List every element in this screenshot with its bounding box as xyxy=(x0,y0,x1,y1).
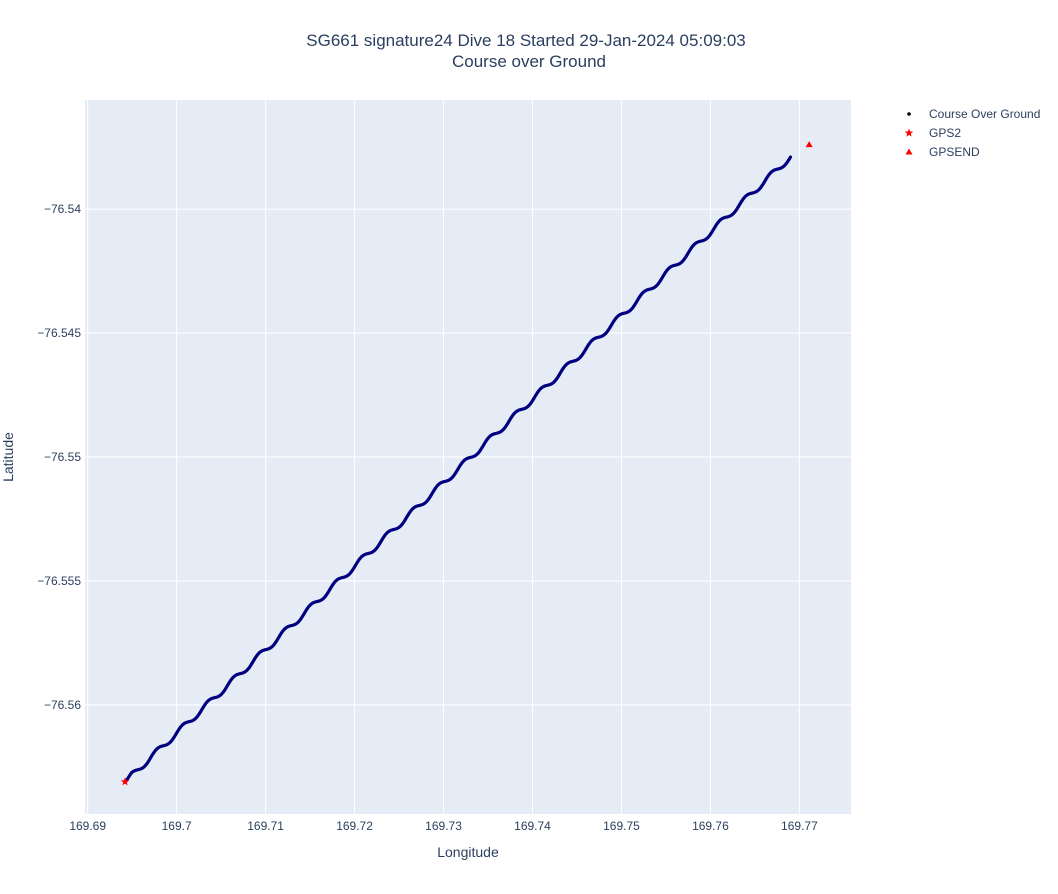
y-tick-label: −76.55 xyxy=(44,450,81,464)
legend-marker-dot xyxy=(907,112,911,116)
y-tick-label: −76.555 xyxy=(37,574,81,588)
legend-label-gps2: GPS2 xyxy=(929,126,961,140)
y-tick-label: −76.545 xyxy=(37,326,81,340)
legend-item-gps2[interactable]: GPS2 xyxy=(904,126,962,140)
chart-title: SG661 signature24 Dive 18 Started 29-Jan… xyxy=(306,31,745,50)
x-tick-label: 169.75 xyxy=(603,819,640,833)
x-tick-labels: 169.69 169.7 169.71 169.72 169.73 169.74 169.7… xyxy=(69,819,818,833)
series-layer xyxy=(120,141,813,786)
legend-item-course-over-ground[interactable]: Course Over Ground xyxy=(907,107,1040,121)
chart-subtitle: Course over Ground xyxy=(452,52,606,71)
legend-marker-triangle xyxy=(905,148,913,155)
course-over-ground-track[interactable] xyxy=(123,155,793,784)
gpsend-marker[interactable] xyxy=(805,141,813,148)
x-axis-title: Longitude xyxy=(437,844,499,860)
x-tick-label: 169.7 xyxy=(162,819,192,833)
legend-marker-star xyxy=(904,128,914,137)
y-axis-title: Latitude xyxy=(0,432,16,482)
x-tick-label: 169.74 xyxy=(514,819,551,833)
gridlines xyxy=(85,100,851,814)
x-tick-label: 169.73 xyxy=(425,819,462,833)
y-tick-labels: −76.54 −76.545 −76.55 −76.555 −76.56 xyxy=(37,202,81,712)
legend-label-gpsend: GPSEND xyxy=(929,145,980,159)
gps2-marker[interactable] xyxy=(120,777,130,786)
y-tick-label: −76.56 xyxy=(44,698,81,712)
legend: Course Over Ground GPS2 GPSEND xyxy=(904,107,1040,159)
x-tick-label: 169.72 xyxy=(336,819,373,833)
x-tick-label: 169.77 xyxy=(781,819,818,833)
y-tick-label: −76.54 xyxy=(44,202,81,216)
legend-item-gpsend[interactable]: GPSEND xyxy=(905,145,981,159)
legend-label-course-over-ground: Course Over Ground xyxy=(929,107,1040,121)
x-tick-label: 169.76 xyxy=(692,819,729,833)
x-tick-label: 169.69 xyxy=(69,819,106,833)
x-tick-label: 169.71 xyxy=(247,819,284,833)
